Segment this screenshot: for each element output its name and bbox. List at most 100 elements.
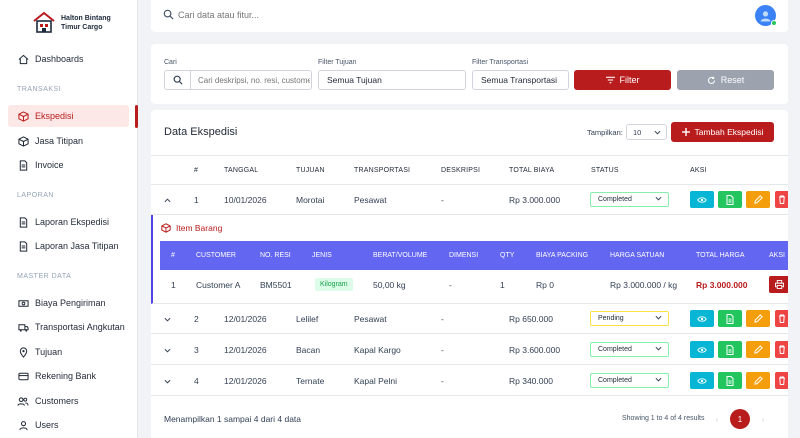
edit-button[interactable]	[746, 191, 770, 208]
data-card: Data Ekspedisi Tampilkan: 10 Tambah Eksp…	[151, 110, 788, 438]
view-button[interactable]	[690, 372, 714, 389]
box-icon	[17, 135, 29, 147]
cell-tujuan: Ternate	[296, 376, 325, 386]
item-berat: 50,00 kg	[373, 280, 406, 290]
sidebar-item-customers[interactable]: Customers	[8, 390, 129, 412]
edit-button[interactable]	[746, 310, 770, 327]
tujuan-select[interactable]: Semua Tujuan	[318, 70, 466, 90]
add-ekspedisi-button[interactable]: Tambah Ekspedisi	[671, 122, 774, 142]
sidebar-item-jasa-titipan[interactable]: Jasa Titipan	[8, 130, 129, 152]
sidebar-item-label: Ekspedisi	[35, 111, 74, 121]
sidebar-item-biaya-pengiriman[interactable]: Biaya Pengiriman	[8, 292, 129, 314]
sub-th-resi: NO. RESI	[260, 252, 291, 259]
global-search[interactable]	[163, 9, 378, 20]
cell-tujuan: Morotai	[296, 195, 325, 205]
edit-button[interactable]	[746, 341, 770, 358]
item-row[interactable]: 1 Customer A BM5501 Kilogram 50,00 kg - …	[160, 270, 788, 300]
status-value: Pending	[598, 315, 624, 322]
table-row[interactable]: 4 12/01/2026 Ternate Kapal Pelni - Rp 34…	[151, 366, 788, 396]
table-row[interactable]: 3 12/01/2026 Bacan Kapal Kargo - Rp 3.60…	[151, 335, 788, 365]
brand-name: Halton Bintang Timur Cargo	[61, 14, 111, 32]
chevron-up-icon[interactable]	[164, 198, 171, 203]
table-row[interactable]: 1 10/01/2026 Morotai Pesawat - Rp 3.000.…	[151, 185, 788, 215]
sidebar-item-label: Users	[35, 420, 59, 430]
cell-tanggal: 12/01/2026	[224, 314, 267, 324]
status-select[interactable]: Pending	[590, 311, 669, 326]
page-size-select[interactable]: 10	[626, 124, 667, 140]
brand[interactable]: Halton Bintang Timur Cargo	[32, 10, 122, 36]
cari-input[interactable]	[198, 75, 310, 85]
delete-button[interactable]	[775, 341, 788, 358]
cell-tanggal: 12/01/2026	[224, 345, 267, 355]
delete-button[interactable]	[775, 191, 788, 208]
eye-icon	[697, 315, 707, 322]
chevron-down-icon	[655, 315, 662, 320]
sub-th-dimensi: DIMENSI	[449, 252, 479, 259]
table-row[interactable]: 2 12/01/2026 Lelilef Pesawat - Rp 650.00…	[151, 304, 788, 334]
user-avatar-icon	[760, 11, 771, 22]
sidebar-item-ekspedisi[interactable]: Ekspedisi	[8, 105, 129, 127]
item-customer: Customer A	[196, 280, 241, 290]
cell-no: 4	[194, 376, 199, 386]
file-icon	[17, 216, 29, 228]
document-button[interactable]	[718, 191, 742, 208]
chevron-down-icon	[655, 346, 662, 351]
delete-button[interactable]	[775, 310, 788, 327]
sidebar-item-dashboards[interactable]: Dashboards	[8, 48, 129, 70]
sidebar-item-label: Invoice	[35, 160, 64, 170]
global-search-input[interactable]	[178, 9, 378, 20]
next-page-button[interactable]: ›	[761, 414, 765, 424]
page-1-button[interactable]: 1	[730, 409, 750, 429]
status-select[interactable]: Completed	[590, 192, 669, 207]
item-dimensi: -	[449, 280, 452, 290]
trash-icon	[778, 314, 785, 323]
sidebar-item-tujuan[interactable]: Tujuan	[8, 341, 129, 363]
cari-field[interactable]	[164, 70, 312, 90]
edit-button[interactable]	[746, 372, 770, 389]
document-button[interactable]	[718, 310, 742, 327]
document-button[interactable]	[718, 341, 742, 358]
brand-line1: Halton Bintang	[61, 15, 111, 22]
view-button[interactable]	[690, 310, 714, 327]
transport-select[interactable]: Semua Transportasi	[472, 70, 569, 90]
sidebar-item-rekening-bank[interactable]: Rekening Bank	[8, 365, 129, 387]
cell-no: 2	[194, 314, 199, 324]
item-resi: BM5501	[260, 280, 292, 290]
transport-select-value: Semua Transportasi	[481, 75, 558, 85]
eye-icon	[697, 346, 707, 353]
prev-page-button[interactable]: ‹	[715, 414, 719, 424]
sidebar-item-laporan-ekspedisi[interactable]: Laporan Ekspedisi	[8, 211, 129, 233]
edit-icon	[753, 195, 763, 204]
location-icon	[17, 346, 29, 358]
money-icon	[17, 297, 29, 309]
view-button[interactable]	[690, 191, 714, 208]
sidebar-item-label: Dashboards	[35, 54, 84, 64]
document-button[interactable]	[718, 372, 742, 389]
cell-transportasi: Kapal Pelni	[354, 376, 398, 386]
reset-button[interactable]: Reset	[677, 70, 774, 90]
sub-th-total: TOTAL HARGA	[696, 252, 745, 259]
item-satuan: Rp 3.000.000 / kg	[610, 280, 678, 290]
delete-button[interactable]	[775, 372, 788, 389]
filter-button[interactable]: Filter	[574, 70, 671, 90]
cell-tujuan: Bacan	[296, 345, 321, 355]
edit-icon	[753, 314, 763, 323]
transport-label: Filter Transportasi	[472, 59, 529, 66]
sidebar-item-label: Customers	[35, 396, 79, 406]
chevron-down-icon[interactable]	[164, 379, 171, 384]
pagination-summary: Menampilkan 1 sampai 4 dari 4 data	[164, 414, 302, 424]
chevron-down-icon[interactable]	[164, 348, 171, 353]
print-button[interactable]	[769, 276, 788, 293]
sidebar-item-laporan-jasa-titipan[interactable]: Laporan Jasa Titipan	[8, 235, 129, 257]
sidebar-item-invoice[interactable]: Invoice	[8, 154, 129, 176]
status-select[interactable]: Completed	[590, 373, 669, 388]
chevron-down-icon[interactable]	[164, 317, 171, 322]
sidebar-item-transportasi-angkutan[interactable]: Transportasi Angkutan	[8, 316, 129, 338]
sidebar-item-users[interactable]: Users	[8, 414, 129, 436]
status-select[interactable]: Completed	[590, 342, 669, 357]
view-button[interactable]	[690, 341, 714, 358]
cell-total: Rp 340.000	[509, 376, 553, 386]
sub-th-aksi: AKSI	[769, 252, 785, 259]
edit-icon	[753, 376, 763, 385]
avatar[interactable]	[755, 5, 777, 26]
